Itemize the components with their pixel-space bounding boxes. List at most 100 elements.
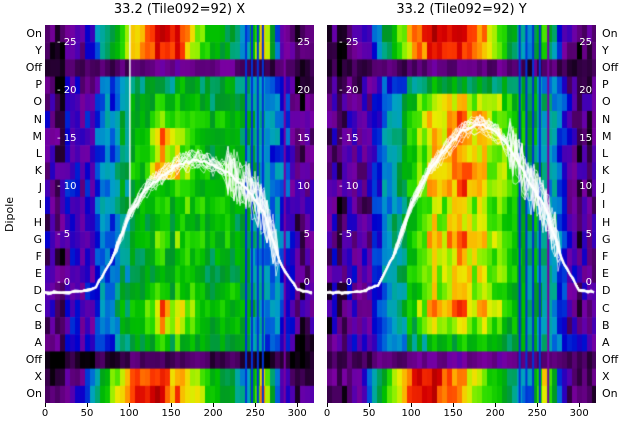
row-label-left-11: H (33, 215, 42, 229)
row-label-right-21: On (602, 387, 618, 401)
x-tick-mark (579, 403, 581, 407)
x-tick-label: 150 (443, 408, 463, 419)
row-label-left-16: C (34, 301, 42, 315)
inner-db-tick-right: 15 (297, 133, 310, 144)
row-label-right-12: G (602, 232, 611, 246)
inner-db-tick-right: 20 (297, 85, 310, 96)
row-label-left-19: Off (25, 353, 42, 367)
heatmap-panel-x (45, 25, 314, 403)
row-label-left-8: K (34, 164, 42, 178)
inner-db-tick-right: 5 (585, 229, 592, 240)
row-label-right-14: E (602, 267, 609, 281)
row-label-right-8: K (602, 164, 610, 178)
row-label-left-12: G (33, 232, 42, 246)
x-tick-mark (495, 403, 497, 407)
row-label-right-11: H (602, 215, 611, 229)
inner-db-tick-left: - 20 (339, 85, 359, 96)
row-label-left-9: J (38, 181, 42, 195)
inner-db-tick-left: - 5 (339, 229, 353, 240)
x-tick-label: 250 (527, 408, 547, 419)
row-label-left-20: X (34, 370, 42, 384)
x-tick-mark (411, 403, 413, 407)
x-tick-mark (129, 403, 131, 407)
row-label-right-2: Off (602, 60, 619, 74)
x-tick-mark (213, 403, 215, 407)
x-tick-mark (537, 403, 539, 407)
x-tick-label: 50 (80, 408, 94, 419)
inner-db-tick-right: 0 (585, 277, 592, 288)
inner-db-tick-left: - 5 (57, 229, 71, 240)
row-label-right-18: A (602, 335, 610, 349)
inner-db-tick-left: - 0 (57, 277, 71, 288)
row-label-right-17: B (602, 318, 610, 332)
x-tick-mark (255, 403, 257, 407)
x-tick-mark (327, 403, 328, 407)
inner-db-tick-right: 25 (579, 37, 592, 48)
inner-db-tick-right: 25 (297, 37, 310, 48)
inner-db-tick-left: - 15 (339, 133, 359, 144)
row-label-left-14: E (35, 267, 42, 281)
inner-db-tick-right: 20 (579, 85, 592, 96)
x-tick-mark (453, 403, 455, 407)
row-label-left-21: On (26, 387, 42, 401)
x-tick-label: 200 (203, 408, 223, 419)
x-tick-mark (45, 403, 46, 407)
x-tick-mark (369, 403, 371, 407)
x-tick-label: 250 (245, 408, 265, 419)
inner-db-tick-right: 15 (579, 133, 592, 144)
inner-db-tick-left: - 0 (339, 277, 353, 288)
inner-db-tick-right: 0 (303, 277, 310, 288)
row-label-left-2: Off (25, 60, 42, 74)
row-label-right-0: On (602, 26, 618, 40)
x-tick-label: 0 (41, 408, 49, 419)
inner-db-tick-left: - 15 (57, 133, 77, 144)
row-label-right-9: J (602, 181, 606, 195)
x-tick-label: 0 (323, 408, 331, 419)
row-label-right-4: O (602, 95, 611, 109)
x-tick-label: 200 (485, 408, 505, 419)
inner-db-tick-right: 5 (303, 229, 310, 240)
inner-db-tick-left: - 20 (57, 85, 77, 96)
inner-db-tick-right: 10 (579, 181, 592, 192)
row-label-right-15: D (602, 284, 611, 298)
x-tick-mark (297, 403, 299, 407)
row-label-right-3: P (602, 78, 609, 92)
inner-db-tick-right: 10 (297, 181, 310, 192)
x-tick-label: 300 (569, 408, 589, 419)
x-tick-label: 150 (161, 408, 181, 419)
row-label-left-5: N (33, 112, 42, 126)
row-label-right-13: F (602, 249, 609, 263)
inner-db-tick-left: - 10 (339, 181, 359, 192)
x-tick-mark (87, 403, 89, 407)
inner-db-tick-left: - 25 (339, 37, 359, 48)
row-label-left-6: M (32, 129, 43, 143)
row-label-left-4: O (33, 95, 42, 109)
x-tick-label: 50 (362, 408, 376, 419)
panel-title-x: 33.2 (Tile092=92) X (113, 2, 246, 17)
row-label-left-18: A (34, 335, 42, 349)
row-label-left-13: F (35, 249, 42, 263)
row-label-right-1: Y (602, 43, 609, 57)
row-label-right-5: N (602, 112, 611, 126)
row-label-left-1: Y (35, 43, 42, 57)
row-label-left-17: B (34, 318, 42, 332)
row-label-left-10: I (38, 198, 42, 212)
x-tick-label: 100 (119, 408, 139, 419)
heatmap-panel-y (327, 25, 596, 403)
row-label-right-7: L (602, 146, 609, 160)
row-label-left-7: L (35, 146, 42, 160)
x-tick-label: 300 (287, 408, 307, 419)
row-label-right-20: X (602, 370, 610, 384)
panel-title-y: 33.2 (Tile092=92) Y (396, 2, 527, 17)
inner-db-tick-left: - 10 (57, 181, 77, 192)
row-label-left-15: D (33, 284, 42, 298)
row-label-left-3: P (35, 78, 42, 92)
row-label-right-6: M (602, 129, 612, 143)
x-tick-mark (171, 403, 173, 407)
row-label-right-19: Off (602, 353, 619, 367)
row-label-right-10: I (602, 198, 606, 212)
row-label-left-0: On (26, 26, 42, 40)
x-tick-label: 100 (401, 408, 421, 419)
row-label-right-16: C (602, 301, 610, 315)
